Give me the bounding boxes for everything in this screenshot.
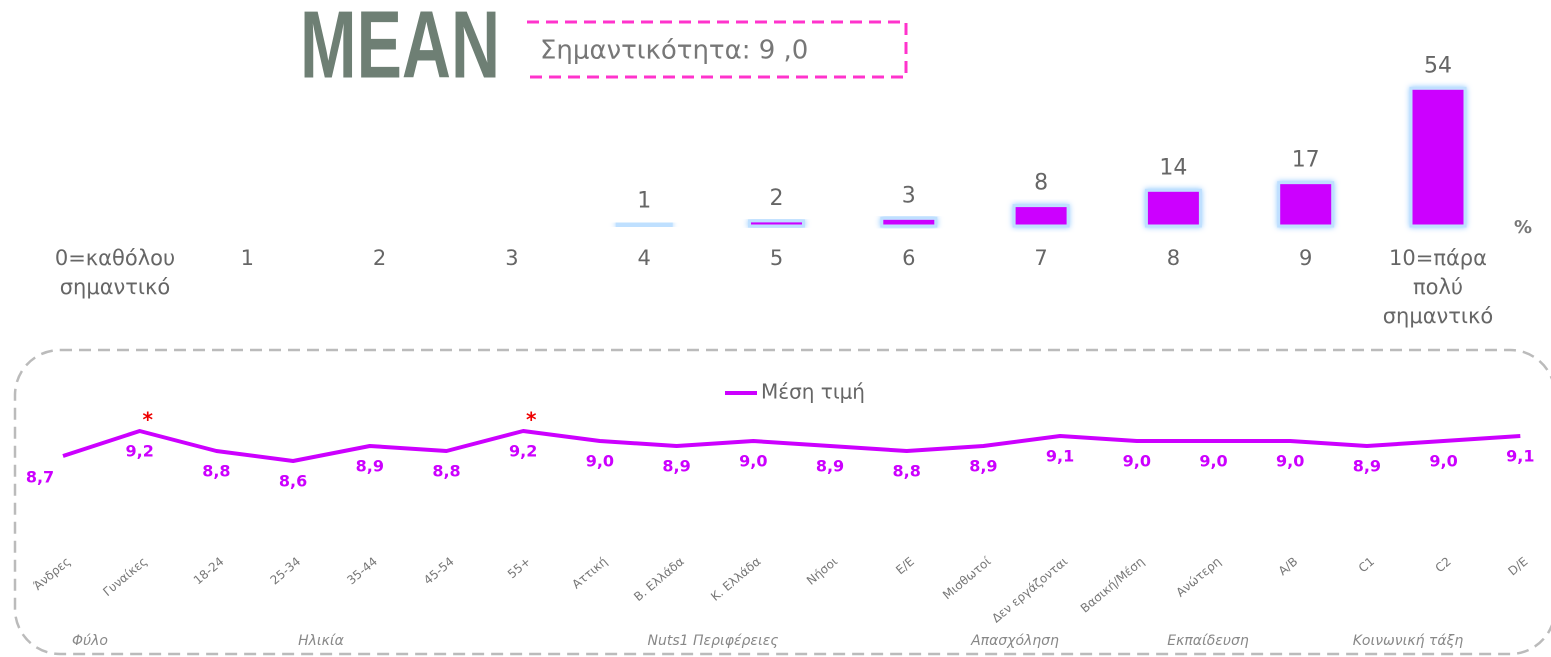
x-tick-label: 8 (1166, 246, 1181, 270)
logo: MEAN (300, 0, 500, 98)
value-label: 8,6 (279, 472, 307, 491)
value-label: 54 (1424, 53, 1452, 78)
x-tick-label: Γυναίκες (100, 554, 150, 599)
group-label: Nuts1 Περιφέρειες (648, 633, 779, 649)
value-label: 8,9 (662, 457, 690, 476)
legend-label: Μέση τιμή (761, 380, 865, 404)
value-label: 8,9 (969, 457, 997, 476)
label-box (527, 20, 908, 79)
x-tick-label: Ε/Ε (893, 554, 917, 577)
value-label: 8,9 (816, 457, 844, 476)
x-tick-label: 35-44 (344, 554, 380, 587)
x-tick-label: Νήσοι (804, 554, 840, 588)
x-tick-label: 1 (240, 246, 254, 270)
value-label: 3 (902, 183, 916, 208)
x-tick-label: Ανώτερη (1173, 554, 1223, 599)
x-tick-label: 6 (902, 246, 916, 270)
x-tick-label: 2 (372, 246, 387, 270)
group-label: Απασχόληση (970, 633, 1059, 649)
x-tick-label: Βασική/Μέση (1078, 554, 1147, 615)
value-label: 9,2 (126, 442, 154, 461)
value-label: 8,8 (432, 462, 460, 481)
x-tick-label: C1 (1356, 554, 1377, 575)
x-tick-label: 18-24 (191, 554, 227, 587)
x-tick-label: 3 (505, 246, 519, 270)
x-tick-label: Μισθωτοί (940, 554, 993, 602)
x-tick-label: C2 (1433, 554, 1454, 575)
x-tick-label: Β. Ελλάδα (631, 554, 687, 604)
x-tick-label: D/E (1505, 554, 1530, 578)
x-tick-label: 4 (637, 246, 651, 270)
bar (748, 219, 805, 228)
x-tick-label: Αττική (569, 554, 610, 591)
value-label: 8,8 (202, 462, 230, 481)
group-label: Κοινωνική τάξη (1353, 633, 1464, 649)
x-tick-label: Κ. Ελλάδα (708, 554, 763, 604)
value-label: 8,9 (356, 457, 384, 476)
value-label: 17 (1292, 148, 1320, 173)
header-label: Σημαντικότητα: 9 ,0 (540, 36, 808, 66)
x-tick-label: 45-54 (421, 554, 457, 587)
value-label: 8,8 (893, 462, 921, 481)
x-tick-label: 25-34 (268, 554, 304, 587)
value-label: 9,0 (1429, 452, 1457, 471)
group-label: Εκπαίδευση (1167, 633, 1249, 649)
value-label: 9,2 (509, 442, 537, 461)
group-label: Ηλικία (298, 633, 345, 649)
value-label: 9,0 (1199, 452, 1227, 471)
value-label: 9,0 (739, 452, 767, 471)
value-label: 9,0 (1276, 452, 1304, 471)
bar (1409, 86, 1467, 228)
value-label: 2 (770, 186, 784, 211)
x-tick-label: 9 (1299, 246, 1313, 270)
x-tick-label: Άνδρες (31, 554, 73, 593)
annotation: * (526, 408, 537, 432)
group-label: Φύλο (72, 633, 108, 649)
value-label: 8 (1034, 171, 1048, 196)
value-label: 14 (1159, 155, 1187, 180)
x-tick-label: 0=καθόλου σημαντικό (54, 246, 176, 299)
value-label: 9,0 (1123, 452, 1151, 471)
y-unit: % (1514, 217, 1532, 238)
value-label: 8,9 (1353, 457, 1381, 476)
value-label: 1 (637, 188, 651, 213)
bar (1012, 204, 1070, 228)
bar (880, 216, 938, 228)
bar (1144, 188, 1202, 228)
x-tick-label: 5 (769, 246, 784, 270)
value-label: 9,1 (1046, 447, 1074, 466)
x-tick-label: 7 (1034, 246, 1048, 270)
x-tick-label: 10=πάρα πολύ σημαντικό (1382, 246, 1494, 328)
annotation: * (142, 408, 153, 432)
x-tick-label: Α/Β (1276, 554, 1301, 578)
value-label: 9,0 (586, 452, 614, 471)
line (62, 429, 1521, 463)
value-label: 8,7 (26, 468, 54, 487)
bar (1277, 181, 1335, 228)
line-panel (13, 348, 1551, 656)
bar (615, 221, 673, 228)
value-label: 9,1 (1506, 447, 1534, 466)
x-tick-label: Δεν εργάζονται (989, 554, 1070, 625)
x-tick-label: 55+ (505, 554, 533, 581)
